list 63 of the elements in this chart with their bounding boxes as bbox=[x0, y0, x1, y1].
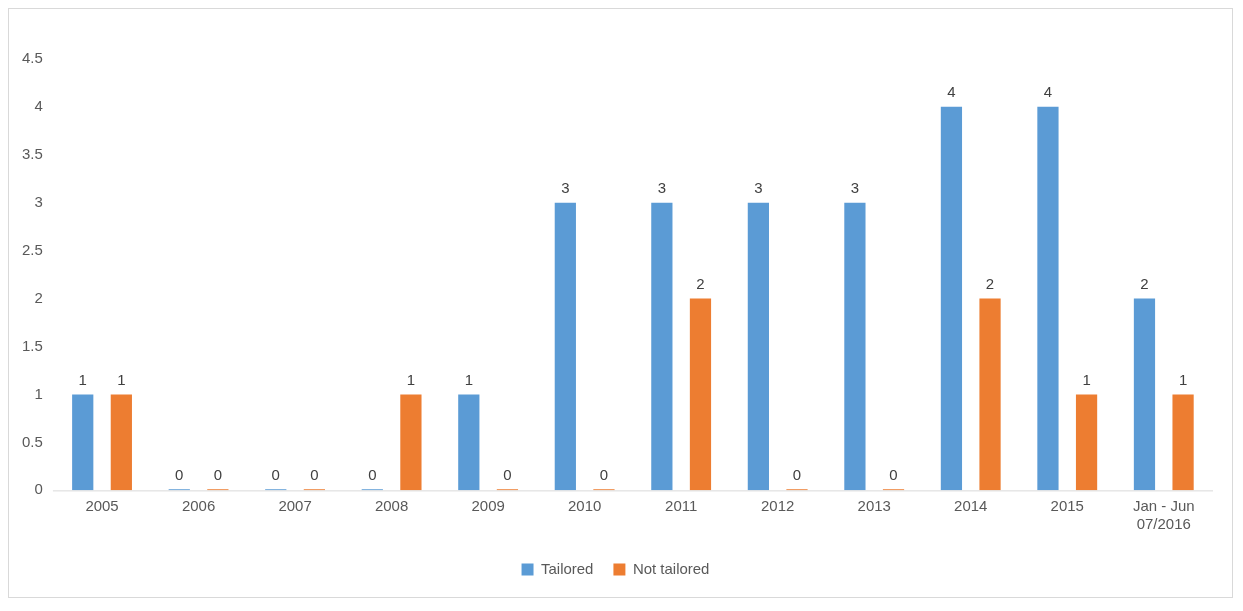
x-tick-label: 2014 bbox=[954, 497, 988, 515]
data-label: 0 bbox=[213, 466, 223, 484]
data-label: 0 bbox=[310, 466, 319, 484]
bar bbox=[747, 202, 769, 491]
y-tick-label: 2.5 bbox=[21, 240, 43, 258]
data-label: 3 bbox=[561, 179, 570, 197]
data-label: 0 bbox=[368, 466, 377, 484]
data-label: 1 bbox=[1178, 371, 1188, 389]
y-tick-label: 4 bbox=[34, 96, 43, 114]
x-tick-label: 2006 bbox=[181, 497, 216, 515]
x-tick-label: 2012 bbox=[761, 497, 795, 515]
data-label: 1 bbox=[117, 371, 126, 389]
bar bbox=[1172, 394, 1194, 491]
data-label: 3 bbox=[850, 179, 860, 197]
x-tick-label: 2009 bbox=[471, 497, 505, 515]
bar bbox=[400, 394, 422, 491]
data-label: 0 bbox=[271, 466, 280, 484]
bar bbox=[940, 106, 963, 491]
bar bbox=[1037, 106, 1059, 491]
data-label: 2 bbox=[985, 275, 995, 293]
bar bbox=[979, 298, 1001, 491]
data-label: 1 bbox=[1082, 371, 1091, 389]
bar bbox=[844, 202, 866, 491]
y-tick-label: 3 bbox=[34, 192, 43, 210]
x-tick-label: 2005 bbox=[85, 497, 119, 515]
data-label: 0 bbox=[175, 466, 184, 484]
y-tick-label: 2 bbox=[34, 288, 43, 306]
data-label: 2 bbox=[696, 275, 705, 293]
x-tick-label: 2011 bbox=[665, 497, 698, 515]
data-label: 0 bbox=[889, 466, 898, 484]
y-tick-label: 1 bbox=[34, 384, 43, 402]
x-tick-label: Jan - Jun 07/2016 bbox=[1132, 497, 1195, 533]
data-label: 3 bbox=[754, 179, 763, 197]
data-label: 0 bbox=[599, 466, 609, 484]
bar bbox=[458, 394, 480, 491]
data-label: 4 bbox=[1043, 83, 1053, 101]
legend-label: Tailored bbox=[541, 559, 594, 577]
x-tick-label: 2010 bbox=[568, 497, 602, 515]
bar bbox=[1075, 394, 1098, 491]
y-tick-label: 4.5 bbox=[21, 48, 43, 66]
x-tick-label: 2008 bbox=[374, 497, 409, 515]
x-tick-label: 2013 bbox=[857, 497, 891, 515]
legend-label: Not tailored bbox=[632, 559, 710, 577]
data-label: 3 bbox=[657, 179, 667, 197]
x-tick-label: 2015 bbox=[1050, 497, 1084, 515]
data-label: 1 bbox=[406, 371, 416, 389]
y-tick-label: 1.5 bbox=[21, 336, 43, 354]
bar bbox=[1133, 298, 1156, 491]
bar bbox=[554, 202, 576, 491]
data-label: 0 bbox=[792, 466, 802, 484]
data-label: 0 bbox=[503, 466, 512, 484]
data-label: 2 bbox=[1140, 275, 1149, 293]
y-tick-label: 0 bbox=[34, 480, 43, 498]
data-label: 4 bbox=[947, 83, 956, 101]
bar bbox=[110, 394, 132, 491]
data-label: 1 bbox=[78, 371, 87, 389]
x-tick-label: 2007 bbox=[278, 497, 312, 515]
y-tick-label: 0.5 bbox=[21, 432, 43, 450]
bar bbox=[689, 298, 712, 491]
y-tick-label: 3.5 bbox=[21, 144, 43, 162]
data-label: 1 bbox=[464, 371, 473, 389]
bar bbox=[651, 202, 673, 491]
bar bbox=[72, 394, 94, 491]
